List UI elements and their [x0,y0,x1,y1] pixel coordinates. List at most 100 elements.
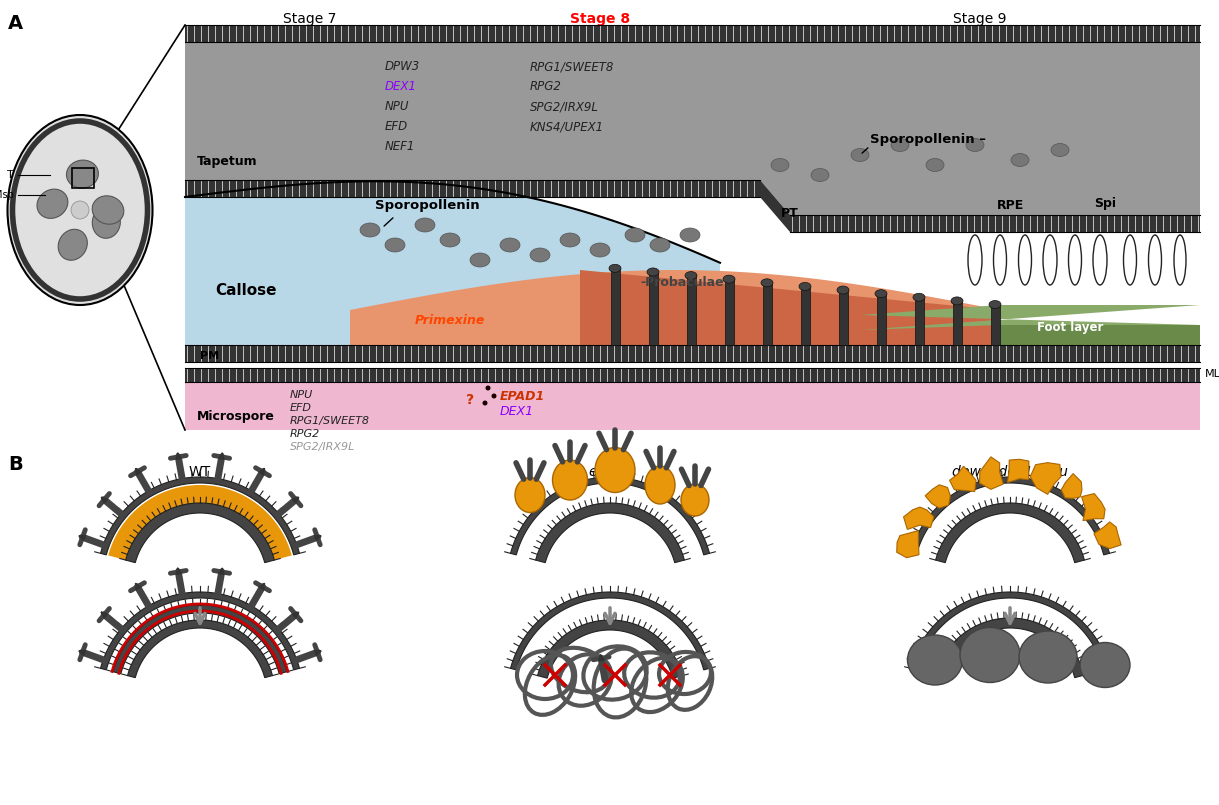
Text: NPU: NPU [385,100,410,113]
Polygon shape [897,530,919,558]
Polygon shape [350,270,1000,345]
Polygon shape [185,42,1199,200]
Text: Sporopollenin –: Sporopollenin – [870,134,986,147]
Bar [185,345,1199,362]
Bar [611,268,620,345]
Text: EPAD1: EPAD1 [500,390,545,403]
Text: PT: PT [781,207,798,220]
Polygon shape [511,477,709,555]
Polygon shape [859,325,1199,345]
Ellipse shape [965,138,984,151]
Text: RPE: RPE [996,199,1024,212]
Ellipse shape [595,448,635,493]
Text: EFD: EFD [385,120,408,133]
Polygon shape [100,592,300,670]
Ellipse shape [385,238,405,252]
Ellipse shape [1051,143,1069,156]
Ellipse shape [1043,235,1057,285]
Ellipse shape [913,293,925,301]
Polygon shape [936,618,1085,678]
Ellipse shape [961,628,1020,683]
Ellipse shape [1019,631,1078,683]
Text: Callose: Callose [215,283,277,298]
Ellipse shape [471,253,490,267]
Text: ?: ? [466,393,474,407]
Ellipse shape [1174,235,1186,285]
Text: Stage 7: Stage 7 [283,12,336,26]
Bar [991,304,1000,345]
Ellipse shape [1011,154,1029,167]
Ellipse shape [650,238,670,252]
Text: DEX1: DEX1 [500,405,534,418]
Ellipse shape [1124,235,1136,285]
Bar [185,25,1199,42]
Ellipse shape [93,206,121,238]
Ellipse shape [1080,642,1130,687]
Ellipse shape [770,159,789,171]
Polygon shape [113,605,286,674]
Polygon shape [108,485,291,560]
Text: A: A [9,14,23,33]
Bar [185,382,1199,430]
Ellipse shape [37,189,68,218]
Ellipse shape [875,290,887,298]
Text: DEX1: DEX1 [385,80,417,93]
Polygon shape [1093,522,1121,548]
Ellipse shape [360,223,380,237]
Text: NEF1: NEF1 [385,140,416,153]
Ellipse shape [491,394,496,398]
Polygon shape [538,620,683,678]
Bar [953,301,962,345]
Ellipse shape [837,286,848,294]
Ellipse shape [1148,235,1162,285]
Text: Msp: Msp [0,190,13,200]
Text: dpw3, dex1, npu: dpw3, dex1, npu [952,465,1068,479]
Text: Foot layer: Foot layer [1037,320,1103,333]
Bar [725,279,734,345]
Polygon shape [759,42,1199,215]
Text: -Probaculae: -Probaculae [640,275,724,288]
Polygon shape [100,477,300,555]
Polygon shape [759,180,790,232]
Bar [649,272,658,345]
Polygon shape [580,270,1000,345]
Polygon shape [535,503,684,563]
Ellipse shape [811,168,829,181]
Text: Sporopollenin: Sporopollenin [375,199,479,212]
Polygon shape [128,620,272,678]
Polygon shape [126,503,274,563]
Text: RPG2: RPG2 [290,429,321,439]
Ellipse shape [723,275,735,283]
Ellipse shape [851,148,869,162]
Text: ML: ML [1206,369,1219,379]
Ellipse shape [625,228,645,242]
Text: SPG2/IRX9L: SPG2/IRX9L [290,442,356,452]
Polygon shape [936,503,1085,563]
Text: epad1: epad1 [589,465,631,479]
Bar [688,275,696,345]
Text: PM: PM [200,351,219,361]
Polygon shape [859,305,1199,330]
Ellipse shape [610,264,620,272]
Bar [72,168,94,188]
Ellipse shape [7,115,152,305]
Ellipse shape [67,160,99,188]
Ellipse shape [440,233,460,247]
Ellipse shape [1069,235,1081,285]
Ellipse shape [685,271,697,279]
Text: RPG1/SWEET8: RPG1/SWEET8 [530,60,614,73]
Ellipse shape [500,238,521,252]
Ellipse shape [681,484,709,516]
Ellipse shape [798,283,811,291]
Ellipse shape [647,268,659,276]
Ellipse shape [485,386,490,390]
Ellipse shape [1093,235,1107,285]
Ellipse shape [514,477,545,513]
Polygon shape [1007,460,1029,482]
Ellipse shape [645,466,675,504]
Polygon shape [911,477,1109,555]
Ellipse shape [907,635,963,685]
Text: RPG1/SWEET8: RPG1/SWEET8 [290,416,371,426]
Polygon shape [1030,463,1061,494]
Bar [790,215,1199,232]
